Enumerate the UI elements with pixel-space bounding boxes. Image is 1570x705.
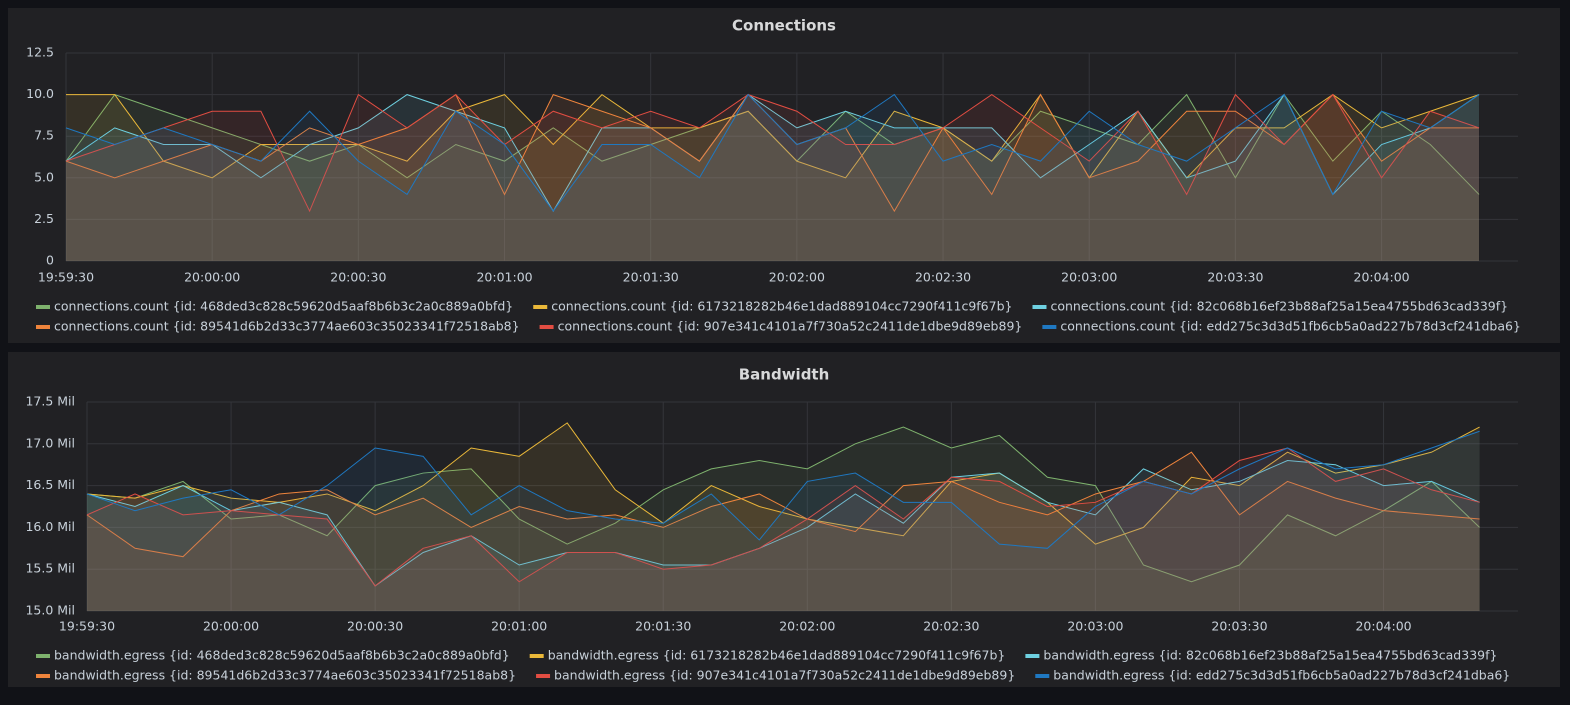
y-tick-label: 16.0 Mil [25, 519, 75, 534]
legend-item: connections.count {id: 468ded3c828c59620… [36, 299, 513, 314]
legend-label: bandwidth.egress {id: 89541d6b2d33c3774a… [54, 668, 516, 683]
legend-label: bandwidth.egress {id: 468ded3c828c59620d… [54, 648, 510, 663]
x-tick-label: 20:01:30 [635, 619, 691, 634]
chart-title: Connections [732, 17, 836, 35]
area [87, 431, 1480, 611]
legend-item: bandwidth.egress {id: 82c068b16ef23b88af… [1025, 648, 1497, 663]
x-tick-label: 20:00:00 [203, 619, 259, 634]
x-tick-label: 20:03:00 [1067, 619, 1123, 634]
x-tick-label: 20:03:30 [1207, 270, 1263, 285]
legend-label: connections.count {id: edd275c3d3d51fb6c… [1060, 319, 1521, 334]
legend-item: connections.count {id: 89541d6b2d33c3774… [36, 319, 520, 334]
legend-label: bandwidth.egress {id: edd275c3d3d51fb6cb… [1053, 668, 1510, 683]
legend-label: connections.count {id: 82c068b16ef23b88a… [1050, 299, 1508, 314]
x-tick-label: 20:04:00 [1355, 619, 1411, 634]
legend-swatch [529, 654, 544, 658]
legend-label: connections.count {id: 6173218282b46e1da… [551, 299, 1012, 314]
legend-item: connections.count {id: 907e341c4101a7f73… [539, 319, 1023, 334]
legend-item: bandwidth.egress {id: 89541d6b2d33c3774a… [36, 668, 516, 683]
y-tick-label: 10.0 [26, 86, 54, 101]
area [87, 422, 1480, 611]
area [66, 94, 1480, 261]
x-tick-label: 19:59:30 [38, 270, 94, 285]
y-tick-label: 0 [46, 253, 54, 268]
area [66, 94, 1480, 261]
area [87, 447, 1480, 611]
x-tick-label: 20:00:30 [347, 619, 403, 634]
legend-swatch [1025, 654, 1040, 658]
y-tick-label: 17.0 Mil [25, 435, 75, 450]
legend-label: connections.count {id: 468ded3c828c59620… [54, 299, 513, 314]
y-tick-label: 15.0 Mil [25, 603, 75, 618]
chart: Bandwidth 15.0 Mil 15.5 Mil 16.0 Mil 16.5 Mi… [25, 366, 1518, 683]
legend-item: connections.count {id: edd275c3d3d51fb6c… [1042, 319, 1521, 334]
legend-label: bandwidth.egress {id: 6173218282b46e1dad… [548, 648, 1006, 663]
x-tick-label: 20:01:00 [476, 270, 532, 285]
x-tick-label: 20:02:30 [915, 270, 971, 285]
legend-swatch [533, 305, 548, 309]
line [86, 426, 1480, 583]
legend-label: connections.count {id: 907e341c4101a7f73… [558, 319, 1023, 334]
line [86, 460, 1480, 587]
y-tick-label: 17.5 Mil [25, 394, 75, 409]
line [65, 93, 1480, 213]
y-tick-label: 15.5 Mil [25, 561, 75, 576]
x-tick-label: 20:01:00 [491, 619, 547, 634]
x-tick-label: 20:02:00 [769, 270, 825, 285]
legend-swatch [36, 674, 50, 678]
area [66, 94, 1480, 261]
line [86, 447, 1480, 587]
x-tick-label: 20:03:30 [1211, 619, 1267, 634]
line [65, 93, 1480, 213]
legend-item: bandwidth.egress {id: 907e341c4101a7f730… [536, 668, 1015, 683]
legend-swatch [536, 674, 551, 678]
x-tick-label: 20:01:30 [623, 270, 679, 285]
line [66, 93, 1480, 179]
legend-item: connections.count {id: 6173218282b46e1da… [533, 299, 1012, 314]
y-tick-label: 7.5 [34, 128, 54, 143]
y-tick-label: 16.5 Mil [25, 477, 75, 492]
x-tick-label: 19:59:30 [59, 619, 115, 634]
panel: Connections 0 2.5 5.0 7.5 10.0 12.5 19:59:30 20:… [8, 8, 1560, 343]
area [87, 452, 1480, 611]
x-tick-label: 20:00:30 [330, 270, 386, 285]
x-tick-label: 20:02:30 [923, 619, 979, 634]
x-tick-label: 20:04:00 [1354, 270, 1410, 285]
area [87, 427, 1480, 611]
y-tick-label: 5.0 [34, 169, 54, 184]
x-tick-label: 20:02:00 [779, 619, 835, 634]
legend-swatch [1035, 674, 1050, 678]
chart-title: Bandwidth [739, 366, 830, 384]
x-tick-label: 20:00:00 [184, 270, 240, 285]
legend-swatch [1032, 305, 1047, 309]
legend-swatch [36, 325, 50, 329]
legend-swatch [36, 305, 50, 309]
legend-item: bandwidth.egress {id: edd275c3d3d51fb6cb… [1035, 668, 1510, 683]
legend-item: bandwidth.egress {id: 6173218282b46e1dad… [529, 648, 1006, 663]
legend-item: bandwidth.egress {id: 468ded3c828c59620d… [36, 648, 510, 663]
legend-item: connections.count {id: 82c068b16ef23b88a… [1032, 299, 1508, 314]
area [87, 460, 1480, 611]
line [86, 422, 1480, 545]
legend-label: bandwidth.egress {id: 82c068b16ef23b88af… [1043, 648, 1497, 663]
y-tick-label: 12.5 [26, 45, 54, 60]
legend-swatch [539, 325, 554, 329]
x-tick-label: 20:03:00 [1061, 270, 1117, 285]
legend-swatch [36, 654, 50, 658]
panel: Bandwidth 15.0 Mil 15.5 Mil 16.0 Mil 16.5 Mi… [8, 352, 1560, 687]
y-tick-label: 2.5 [34, 211, 54, 226]
line [65, 93, 1480, 212]
legend-label: connections.count {id: 89541d6b2d33c3774… [54, 319, 520, 334]
legend-label: bandwidth.egress {id: 907e341c4101a7f730… [554, 668, 1015, 683]
line [86, 430, 1480, 549]
legend-swatch [1042, 325, 1057, 329]
chart: Connections 0 2.5 5.0 7.5 10.0 12.5 19:59:30 20:… [26, 17, 1521, 334]
